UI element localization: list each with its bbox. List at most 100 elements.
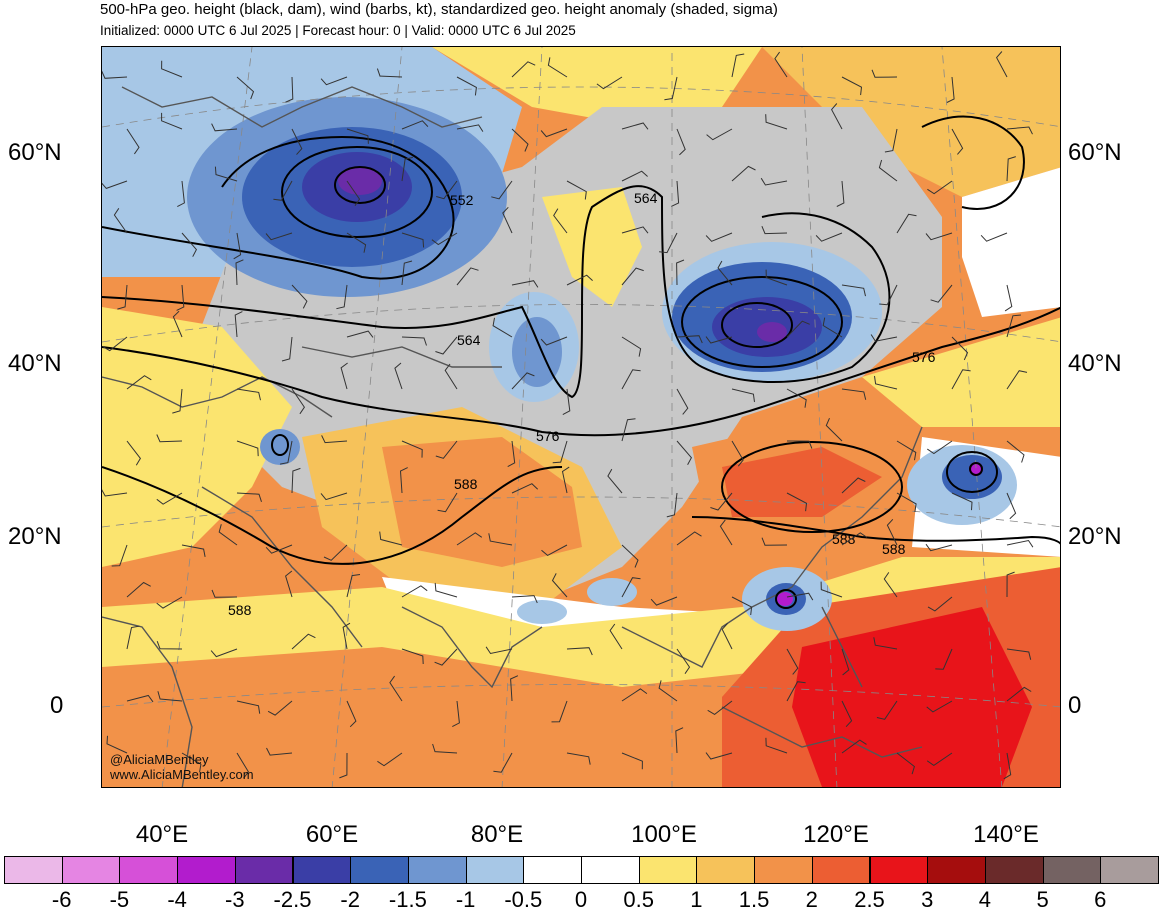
- wind-barb: [431, 232, 458, 246]
- colorbar-cell: [234, 856, 294, 884]
- graticule-lon-80: [501, 47, 543, 787]
- wind-barb: [181, 544, 206, 557]
- map-panel: 552 564 564 576 576 588 588 588 588 @Ali…: [101, 46, 1061, 788]
- low-caspian: [260, 429, 300, 465]
- wind-barb: [456, 124, 484, 132]
- wind-barb: [871, 69, 898, 78]
- lat-label-60-right: 60°N: [1068, 139, 1122, 166]
- wind-barb: [841, 284, 866, 297]
- wind-barb: [927, 180, 953, 195]
- contour-label-576-east: 576: [912, 349, 936, 365]
- colorbar-tick-label: -1.5: [388, 887, 427, 912]
- wind-barb: [346, 574, 361, 598]
- low-india-2: [517, 600, 567, 624]
- wind-barb: [401, 156, 414, 182]
- contour-scs-low: [775, 589, 797, 609]
- wind-barb: [621, 544, 639, 568]
- lon-label-120e: 120°E: [803, 821, 869, 848]
- wind-barb: [126, 128, 140, 155]
- wind-barb: [339, 752, 348, 779]
- wind-barb: [502, 206, 513, 234]
- lon-label-100e: 100°E: [631, 821, 697, 848]
- wind-barb: [265, 232, 293, 241]
- wind-barb: [291, 633, 316, 650]
- wind-barb: [1006, 648, 1032, 660]
- wind-barb: [432, 743, 458, 754]
- lat-label-20-left: 20°N: [8, 523, 62, 550]
- wind-barb: [980, 232, 1008, 242]
- wind-barb: [946, 76, 955, 103]
- wind-barb: [951, 492, 973, 511]
- colorbar-cell: [638, 856, 698, 884]
- wind-barb: [786, 681, 806, 702]
- wind-barb: [1006, 156, 1016, 182]
- wind-barb: [609, 623, 623, 650]
- wind-barb: [621, 752, 643, 770]
- wind-barb: [236, 440, 259, 457]
- wind-barb: [401, 260, 413, 286]
- wind-barb: [285, 570, 293, 598]
- colorbar-tick-label: 0: [574, 887, 588, 912]
- wind-barb: [731, 388, 755, 403]
- wind-barb: [820, 581, 843, 598]
- wind-barb: [394, 362, 403, 390]
- contour-caspian: [271, 434, 289, 456]
- contour-label-564-north: 564: [634, 190, 658, 206]
- colorbar-tick-label: 6: [1094, 887, 1107, 912]
- wind-barb: [830, 103, 843, 130]
- wind-barb: [401, 440, 423, 458]
- wind-barb: [291, 388, 306, 415]
- colorbar-cell: [927, 856, 986, 884]
- wind-barb: [761, 537, 788, 546]
- lat-label-20-right: 20°N: [1068, 523, 1122, 550]
- wind-barb: [925, 543, 953, 552]
- colorbar-tick-label: -2: [340, 887, 360, 912]
- graticule-lat-60: [102, 86, 1060, 128]
- wind-barb: [566, 274, 593, 286]
- contour-label-588-china: 588: [832, 531, 856, 547]
- lon-label-80e: 80°E: [470, 821, 524, 848]
- contour-label-588-africa: 588: [228, 602, 252, 618]
- wind-barb: [731, 53, 745, 78]
- wind-barb: [1006, 571, 1015, 598]
- wind-barb: [551, 700, 568, 723]
- shading-china-red: [722, 447, 882, 517]
- wind-barb: [379, 531, 403, 546]
- wind-barb: [434, 582, 458, 598]
- wind-barb: [236, 752, 250, 779]
- wind-barb: [927, 440, 953, 455]
- wind-barb: [566, 647, 593, 656]
- colorbar-tick-label: -6: [51, 887, 72, 912]
- wind-barb: [786, 492, 808, 512]
- wind-barb: [822, 317, 843, 338]
- wind-barb: [650, 596, 678, 606]
- anomaly-shading: [102, 47, 1060, 787]
- wind-barb: [126, 625, 140, 650]
- anomaly-lows: [187, 97, 1017, 631]
- wind-barb: [280, 440, 293, 465]
- wind-barb: [511, 280, 539, 288]
- wind-barb: [211, 123, 238, 132]
- colorbar-cell: [292, 856, 352, 884]
- shading-central-yellow: [542, 187, 642, 307]
- wind-barb: [786, 648, 799, 675]
- wind-barb: [156, 434, 183, 443]
- colorbar-tick-label: -4: [167, 887, 187, 912]
- wind-barb: [488, 533, 513, 546]
- colorbar-cell: [350, 856, 409, 884]
- wind-barb: [786, 320, 810, 338]
- coast-europe-north: [121, 86, 483, 128]
- wind-barb: [886, 518, 898, 546]
- graticule-lon-120: [801, 47, 838, 787]
- wind-barb: [765, 737, 788, 754]
- wind-barb: [786, 440, 813, 449]
- wind-barb: [841, 477, 866, 494]
- wind-barb: [710, 492, 733, 511]
- colorbar-tick-label: 1.5: [738, 887, 770, 912]
- wind-barb: [1006, 126, 1033, 135]
- low-west-siberia-core: [338, 167, 382, 195]
- contour-label-588-tibet: 588: [454, 476, 478, 492]
- wind-barb: [376, 68, 403, 78]
- wind-barb: [930, 284, 953, 303]
- wind-barb: [841, 76, 863, 96]
